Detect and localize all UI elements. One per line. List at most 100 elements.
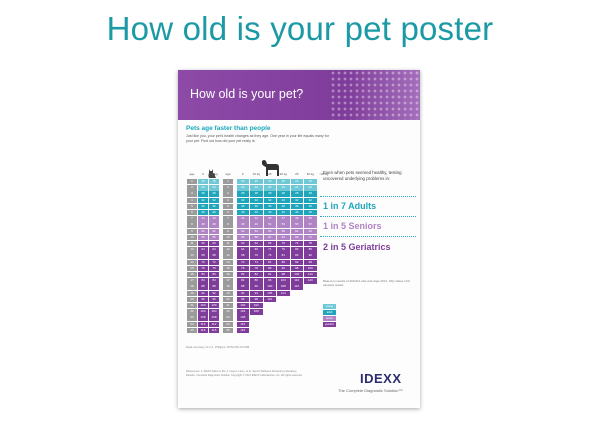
table-cell: 60 [198, 241, 208, 247]
table-cell: 51 [263, 222, 276, 228]
table-cell: 72 [236, 259, 249, 265]
table-cell: 28 [250, 191, 263, 197]
table-cell: 61 [263, 234, 276, 241]
table-cell: 10 [187, 234, 197, 241]
table-cell: 114 [277, 290, 290, 296]
table-cell: 21 [187, 303, 197, 309]
table-cell: 53 [277, 222, 290, 228]
table-cell: 116 [236, 327, 249, 334]
table-cell: 28 [236, 191, 249, 197]
table-cell: 100 [198, 303, 208, 309]
table-cell: 14 [223, 259, 233, 265]
legend-adult: adult [323, 310, 336, 315]
table-cell: 2 [187, 185, 197, 191]
table-cell: 80 [290, 247, 303, 253]
table-cell: 19 [223, 290, 233, 296]
table-cell: 92 [236, 290, 249, 296]
table-cell: 40 [304, 210, 317, 216]
table-cell: 112 [236, 321, 249, 327]
table-cell: 15 [209, 179, 219, 185]
table-cell: 10 [223, 234, 233, 241]
table-cell: 15 [236, 179, 249, 185]
cat-icon [206, 167, 218, 179]
table-cell: 24 [277, 185, 290, 191]
table-cell: 20 [223, 296, 233, 303]
table-cell: 108 [236, 315, 249, 321]
table-cell: 25 [187, 327, 197, 334]
table-cell: 96 [209, 296, 219, 303]
table-cell: 15 [223, 265, 233, 272]
table-cell: 24 [290, 185, 303, 191]
table-cell: 84 [236, 278, 249, 284]
table-cell: 50 [304, 216, 317, 222]
table-cell: 28 [277, 191, 290, 197]
table-cell: 49 [250, 222, 263, 228]
table-cell: 108 [277, 284, 290, 290]
table-cell: 84 [209, 278, 219, 284]
table-cell: 3 [223, 191, 233, 197]
table-cell: 72 [198, 259, 208, 265]
table-cell: 40 [198, 210, 208, 216]
table-cell: 11 [187, 241, 197, 247]
table-cell: 4 [187, 197, 197, 203]
table-cell: 99 [304, 259, 317, 265]
dot-pattern [330, 70, 420, 120]
poster-heading: Pets age faster than people [186, 125, 271, 132]
table-cell: 32 [236, 197, 249, 203]
table-cell: 18 [223, 284, 233, 290]
table-cell: 96 [198, 296, 208, 303]
table-cell: 28 [304, 191, 317, 197]
table-cell: 16 [187, 272, 197, 278]
table-cell: 88 [236, 284, 249, 290]
table-cell: 96 [263, 278, 276, 284]
divider [320, 196, 416, 197]
table-cell: 11 [223, 241, 233, 247]
header-cell: >30 kg [319, 172, 329, 176]
table-cell: 71 [263, 247, 276, 253]
header-cell: 20 kg [279, 172, 287, 176]
table-cell: 64 [209, 247, 219, 253]
stat-geriatrics: 2 in 5 Geriatrics [323, 242, 391, 252]
table-cell: 96 [236, 296, 249, 303]
table-cell: 80 [198, 272, 208, 278]
table-cell: 32 [263, 197, 276, 203]
header-cell: age [189, 172, 195, 176]
table-cell: 78 [304, 241, 317, 247]
table-cell: 7 [223, 216, 233, 222]
table-cell: 66 [263, 241, 276, 247]
divider [320, 236, 416, 237]
header-cell: age [225, 172, 231, 176]
table-cell: 36 [209, 203, 219, 210]
header-cell: 0 [202, 172, 204, 176]
table-cell: 36 [277, 203, 290, 210]
table-cell: 105 [263, 290, 276, 296]
table-cell: 110 [263, 296, 276, 303]
header-cell: 25 [295, 172, 299, 176]
table-cell: 24 [304, 185, 317, 191]
table-cell: 103 [277, 278, 290, 284]
table-cell: 24 [263, 185, 276, 191]
table-cell: 94 [250, 290, 263, 296]
table-cell: 13 [187, 253, 197, 259]
table-cell: 68 [198, 253, 208, 259]
table-cell: 70 [277, 241, 290, 247]
legend-geriatric: geriatric [323, 322, 336, 327]
table-cell: 108 [209, 315, 219, 321]
table-cell: 12 [223, 247, 233, 253]
legend-young: young [323, 304, 336, 309]
table-cell: 106 [304, 265, 317, 272]
table-cell: 76 [236, 265, 249, 272]
table-cell: 13 [223, 253, 233, 259]
table-cell: 14 [187, 259, 197, 265]
table-cell: 92 [277, 265, 290, 272]
header-cell: 0 [241, 172, 244, 176]
table-cell: 36 [236, 203, 249, 210]
table-cell: 15 [187, 265, 197, 272]
table-cell: 52 [236, 228, 249, 234]
table-cell: 24 [223, 321, 233, 327]
table-cell: 92 [304, 253, 317, 259]
divider [320, 216, 416, 217]
table-cell: 48 [198, 222, 208, 228]
table-cell: 102 [250, 303, 263, 309]
table-cell: 5 [187, 203, 197, 210]
